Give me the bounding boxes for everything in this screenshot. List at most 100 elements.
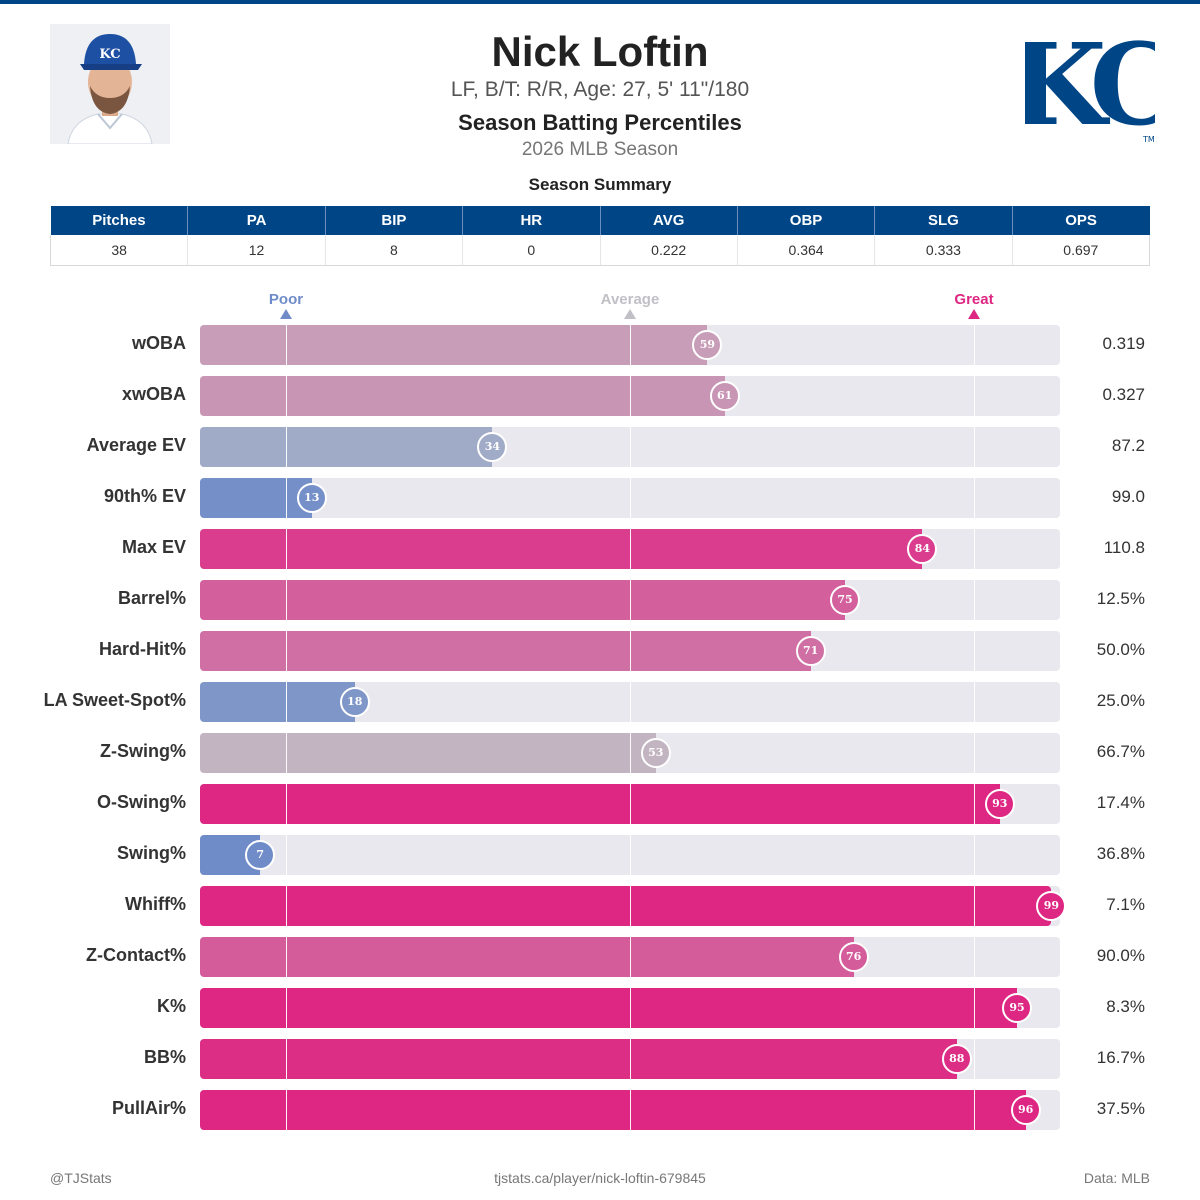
percentile-bar — [200, 733, 656, 773]
reference-gridline — [286, 988, 287, 1028]
percentile-bar — [200, 784, 1000, 824]
metric-label: Average EV — [86, 435, 186, 455]
season-label: 2026 MLB Season — [521, 139, 679, 160]
percentile-bubble: 95 — [1002, 993, 1032, 1023]
scale-arrow-average-icon — [624, 309, 636, 319]
summary-value-slg: 0.333 — [874, 235, 1013, 266]
metric-value: 36.8% — [1096, 844, 1145, 863]
metric-label: Max EV — [121, 537, 186, 557]
metric-row: Barrel% 75 12.5% — [0, 580, 1200, 620]
reference-gridline — [630, 1039, 631, 1079]
reference-gridline — [630, 1090, 631, 1130]
summary-value-hr: 0 — [462, 235, 601, 266]
metric-row: BB% 88 16.7% — [0, 1039, 1200, 1079]
summary-header-pitches: Pitches — [50, 206, 189, 235]
footer-url[interactable]: tjstats.ca/player/nick-loftin-679845 — [494, 1170, 706, 1186]
metric-label: Z-Contact% — [86, 945, 186, 965]
metric-label: 90th% EV — [103, 486, 186, 506]
metric-value: 25.0% — [1096, 691, 1145, 710]
reference-gridline — [630, 988, 631, 1028]
metric-row: 90th% EV 13 99.0 — [0, 478, 1200, 518]
reference-gridline — [286, 478, 287, 518]
reference-gridline — [974, 478, 975, 518]
percentile-track: 13 — [200, 478, 1060, 518]
player-name: Nick Loftin — [491, 28, 709, 75]
footer-credit: @TJStats — [50, 1170, 112, 1186]
scale-arrow-poor-icon — [280, 309, 292, 319]
summary-header-hr: HR — [462, 206, 601, 235]
reference-gridline — [630, 529, 631, 569]
metric-label: Whiff% — [125, 894, 186, 914]
reference-gridline — [630, 631, 631, 671]
reference-gridline — [286, 580, 287, 620]
summary-header-obp: OBP — [737, 206, 876, 235]
percentile-track: 93 — [200, 784, 1060, 824]
percentile-track: 84 — [200, 529, 1060, 569]
reference-gridline — [974, 988, 975, 1028]
percentile-bar — [200, 631, 811, 671]
percentile-bar — [200, 580, 845, 620]
percentile-bar — [200, 376, 725, 416]
percentile-bar — [200, 529, 923, 569]
reference-gridline — [974, 937, 975, 977]
reference-gridline — [974, 427, 975, 467]
reference-gridline — [974, 886, 975, 926]
player-photo-icon: KC — [50, 24, 170, 144]
metric-value: 110.8 — [1103, 538, 1145, 557]
metric-value: 87.2 — [1111, 436, 1145, 455]
scale-label-poor: Poor — [268, 291, 304, 308]
percentile-bar — [200, 937, 854, 977]
percentile-track: 18 — [200, 682, 1060, 722]
reference-gridline — [630, 478, 631, 518]
reference-gridline — [286, 784, 287, 824]
metric-value: 50.0% — [1096, 640, 1145, 659]
reference-gridline — [974, 631, 975, 671]
percentile-bubble: 88 — [941, 1044, 972, 1074]
percentile-bubble: 7 — [245, 840, 276, 870]
summary-value-row: 38 12 8 0 0.222 0.364 0.333 0.697 — [49, 235, 1151, 266]
percentile-bar — [200, 988, 1017, 1028]
metric-row: K% 95 8.3% — [0, 988, 1200, 1028]
reference-gridline — [630, 784, 631, 824]
metric-label: K% — [156, 996, 186, 1016]
percentile-track: 99 — [200, 886, 1067, 926]
reference-gridline — [286, 631, 287, 671]
reference-gridline — [974, 376, 975, 416]
metric-label: PullAir% — [111, 1098, 186, 1118]
scale-label-average: Average — [600, 291, 660, 308]
reference-gridline — [630, 835, 631, 875]
percentile-track: 75 — [200, 580, 1060, 620]
metric-value: 90.0% — [1096, 946, 1145, 965]
reference-gridline — [630, 733, 631, 773]
percentile-track: 96 — [200, 1090, 1060, 1130]
reference-gridline — [630, 886, 631, 926]
percentile-bar — [200, 325, 708, 365]
metric-value: 17.4% — [1096, 793, 1145, 812]
summary-header-slg: SLG — [874, 206, 1013, 235]
player-bio: LF, B/T: R/R, Age: 27, 5' 11"/180 — [450, 78, 750, 101]
metric-row: Whiff% 99 7.1% — [0, 886, 1200, 926]
reference-gridline — [630, 325, 631, 365]
metric-label: Barrel% — [117, 588, 186, 608]
metric-row: Z-Swing% 53 66.7% — [0, 733, 1200, 773]
metric-label: xwOBA — [121, 384, 186, 404]
summary-header-ops: OPS — [1012, 206, 1150, 235]
summary-value-obp: 0.364 — [737, 235, 876, 266]
reference-gridline — [974, 784, 975, 824]
reference-gridline — [974, 835, 975, 875]
reference-gridline — [630, 580, 631, 620]
metric-row: Average EV 34 87.2 — [0, 427, 1200, 467]
reference-gridline — [286, 427, 287, 467]
metric-row: LA Sweet-Spot% 18 25.0% — [0, 682, 1200, 722]
summary-value-pitches: 38 — [49, 235, 189, 266]
metric-label: O-Swing% — [97, 792, 186, 812]
percentile-bubble: 61 — [709, 381, 740, 411]
team-logo: KC TM — [1025, 24, 1155, 146]
percentile-bar — [200, 1039, 957, 1079]
metric-value: 16.7% — [1096, 1048, 1145, 1067]
summary-header-bip: BIP — [325, 206, 464, 235]
percentile-track: 71 — [200, 631, 1060, 671]
season-summary-table: Pitches PA BIP HR AVG OBP SLG OPS 38 12 … — [49, 206, 1151, 266]
percentile-bar — [200, 1090, 1026, 1130]
summary-header-row: Pitches PA BIP HR AVG OBP SLG OPS — [50, 206, 1150, 235]
